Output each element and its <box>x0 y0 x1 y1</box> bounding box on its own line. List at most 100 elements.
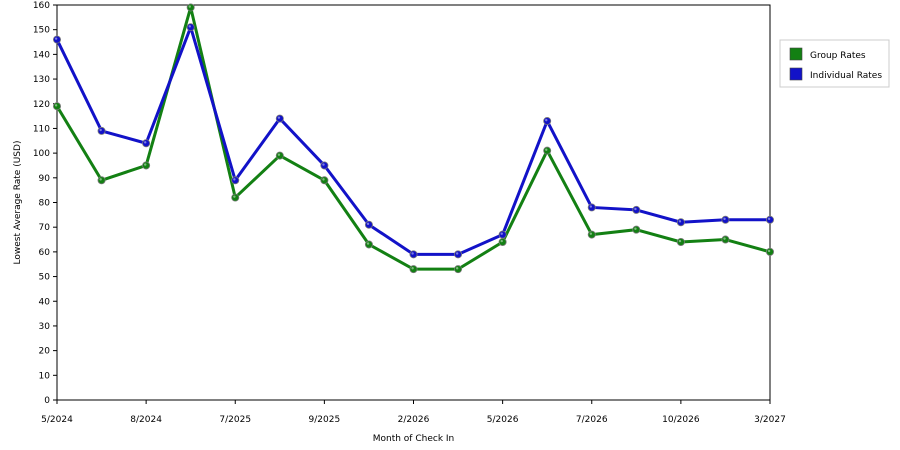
legend-swatch-individual-rates <box>789 67 803 81</box>
data-point <box>498 230 507 239</box>
x-tick-label: 7/2025 <box>219 415 251 425</box>
data-point <box>721 215 730 224</box>
data-point <box>498 237 507 246</box>
data-point-highlight <box>500 232 503 235</box>
data-point <box>454 250 463 259</box>
data-point <box>231 176 240 185</box>
y-tick-label: 100 <box>33 149 50 159</box>
data-point-highlight <box>589 205 593 208</box>
data-point-highlight <box>188 5 191 8</box>
data-point-highlight <box>322 163 325 166</box>
y-tick-label: 30 <box>39 322 51 332</box>
x-tick-label: 7/2026 <box>576 415 608 425</box>
data-point-highlight <box>322 178 325 181</box>
x-tick-label: 10/2026 <box>662 415 700 425</box>
data-point-highlight <box>411 267 414 270</box>
y-tick-label: 110 <box>33 124 50 134</box>
x-tick-label: 2/2026 <box>398 415 430 425</box>
data-point <box>275 151 284 160</box>
data-point <box>53 102 62 111</box>
data-point-highlight <box>54 37 58 40</box>
legend: Group Rates Individual Rates <box>779 39 890 88</box>
y-tick-label: 130 <box>33 75 50 85</box>
y-tick-label: 10 <box>39 371 51 381</box>
data-point-highlight <box>723 217 726 221</box>
y-tick-label: 40 <box>39 297 51 307</box>
y-axis-title: Lowest Average Rate (USD) <box>13 141 23 265</box>
data-point-highlight <box>634 227 637 230</box>
y-tick-label: 0 <box>44 396 50 406</box>
data-point-highlight <box>366 222 370 226</box>
data-point-highlight <box>545 118 548 122</box>
y-tick-label: 80 <box>39 199 51 209</box>
axes: 0 10 20 30 40 50 60 70 80 90 100 110 120 130 140 150 160… <box>33 1 786 425</box>
legend-label-individual-rates: Individual Rates <box>810 71 882 81</box>
data-point <box>632 205 641 214</box>
data-point-highlight <box>233 178 236 181</box>
data-point <box>142 139 151 148</box>
data-point <box>454 265 463 274</box>
data-point-highlight <box>723 237 726 240</box>
data-point-highlight <box>54 104 58 107</box>
data-point-highlight <box>545 148 548 151</box>
y-tick-label: 20 <box>39 347 51 357</box>
y-tick-label: 50 <box>39 273 51 283</box>
data-point-highlight <box>767 217 771 221</box>
data-point-highlight <box>411 252 414 255</box>
plot-area <box>56 4 771 401</box>
data-point-highlight <box>366 242 370 245</box>
legend-label-group-rates: Group Rates <box>810 51 866 61</box>
data-point <box>320 176 329 185</box>
data-point-highlight <box>233 195 236 198</box>
data-point <box>543 146 552 155</box>
x-tick-label: 5/2024 <box>41 415 73 425</box>
data-point <box>721 235 730 244</box>
data-point <box>320 161 329 170</box>
data-point-highlight <box>455 267 459 270</box>
x-axis-title: Month of Check In <box>373 434 455 444</box>
data-points <box>53 3 775 274</box>
data-point <box>543 117 552 126</box>
data-point <box>97 126 106 135</box>
data-point <box>766 247 775 256</box>
y-tick-label: 90 <box>39 174 51 184</box>
y-tick-label: 140 <box>33 50 50 60</box>
data-point-highlight <box>767 249 771 253</box>
data-point <box>231 193 240 202</box>
x-tick-label: 3/2027 <box>754 415 786 425</box>
data-point <box>766 215 775 224</box>
data-point <box>186 3 195 12</box>
x-tick-label: 9/2025 <box>309 415 341 425</box>
data-point <box>186 23 195 32</box>
data-point-highlight <box>678 220 682 223</box>
data-point-highlight <box>589 232 593 235</box>
y-tick-label: 160 <box>33 1 50 11</box>
data-point <box>275 114 284 123</box>
x-tick-label: 8/2024 <box>130 415 162 425</box>
data-point-highlight <box>144 141 147 144</box>
data-point <box>587 203 596 212</box>
data-point-highlight <box>99 178 102 181</box>
data-point-highlight <box>500 239 503 243</box>
data-point <box>364 240 373 249</box>
y-tick-label: 60 <box>39 248 51 258</box>
data-point <box>632 225 641 234</box>
y-tick-label: 120 <box>33 100 50 110</box>
data-point-highlight <box>455 252 459 255</box>
data-point-highlight <box>188 25 191 28</box>
data-point <box>142 161 151 170</box>
data-point-highlight <box>277 116 281 119</box>
data-point <box>676 237 685 246</box>
x-tick-label: 5/2026 <box>487 415 519 425</box>
data-point <box>676 218 685 227</box>
legend-swatch-group-rates <box>789 47 803 61</box>
data-point <box>587 230 596 239</box>
data-point-highlight <box>634 207 637 211</box>
data-point-highlight <box>99 128 102 132</box>
data-point <box>409 250 418 259</box>
data-point <box>364 220 373 229</box>
data-point <box>409 265 418 274</box>
data-point <box>97 176 106 185</box>
